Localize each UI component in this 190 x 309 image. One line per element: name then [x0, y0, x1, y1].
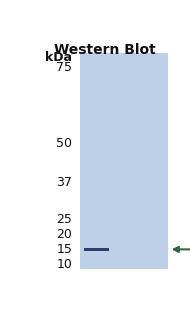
Bar: [84, 248, 109, 251]
Text: kDa: kDa: [45, 51, 72, 64]
Text: 37: 37: [56, 176, 72, 189]
Text: 25: 25: [56, 213, 72, 226]
Text: 15: 15: [56, 243, 72, 256]
Text: 75: 75: [56, 61, 72, 74]
Text: 10: 10: [56, 258, 72, 271]
Text: 50: 50: [56, 137, 72, 150]
Text: Western Blot: Western Blot: [54, 43, 156, 57]
Bar: [80, 53, 168, 269]
Text: 20: 20: [56, 228, 72, 241]
